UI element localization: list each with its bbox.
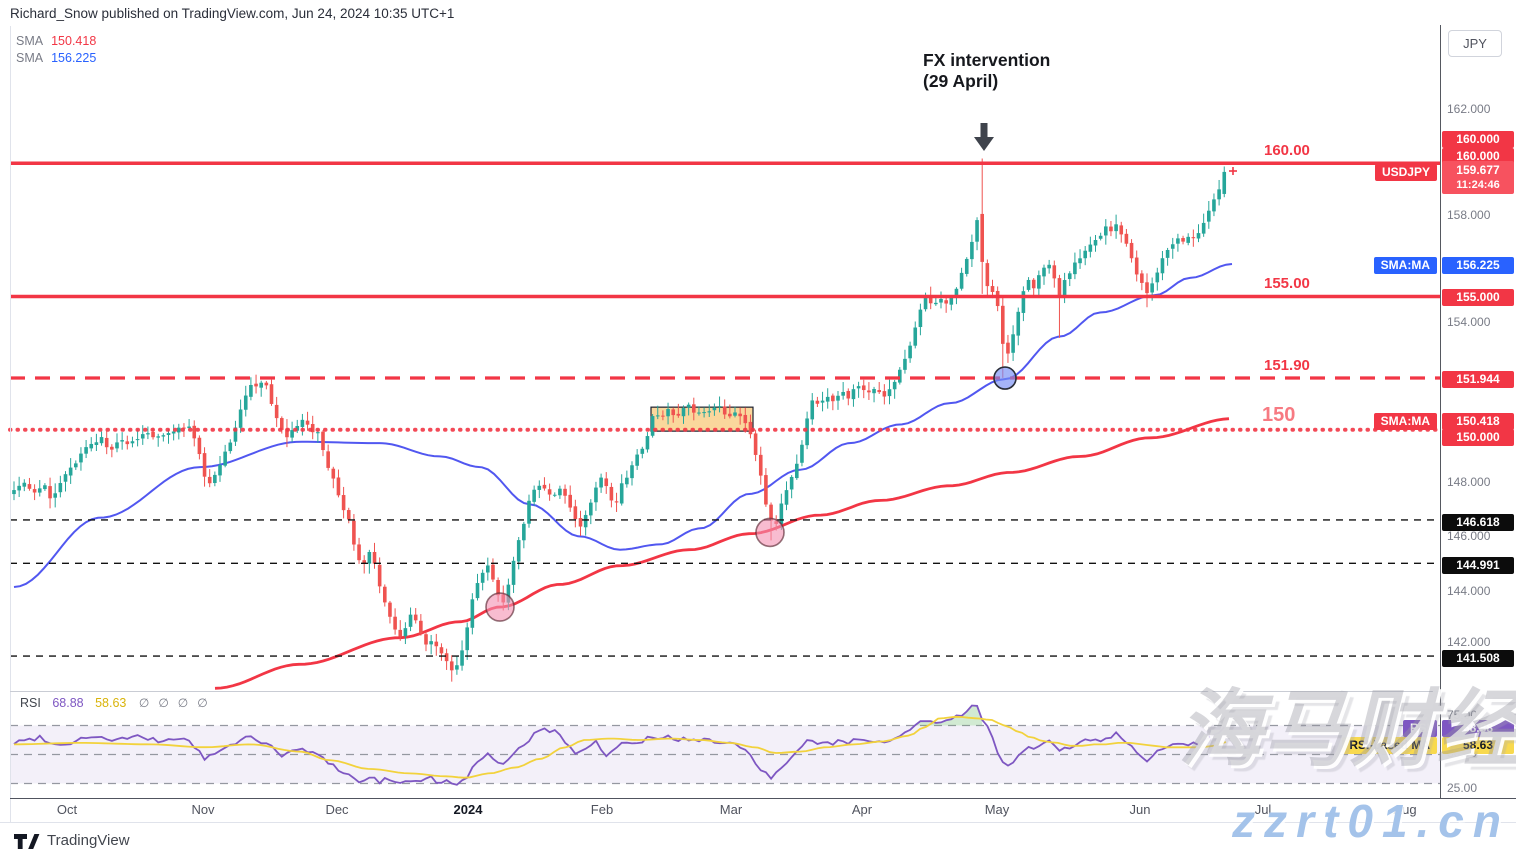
rsi-empty-value: ∅ [197, 696, 208, 710]
time-axis-label: Nov [191, 802, 215, 817]
time-axis-label: May [984, 802, 1010, 817]
watermark-url: zzrt01.cn [1232, 795, 1510, 847]
tradingview-footer[interactable]: TradingView [13, 830, 130, 851]
sma-label: SMA [16, 34, 44, 48]
annotation-line1: FX intervention [923, 50, 1051, 70]
price-axis-badge: 156.225 [1442, 256, 1514, 274]
last-price-badge: 159.677 11:24:46 [1442, 160, 1514, 194]
time-axis-label: Jul [1254, 802, 1272, 817]
price-axis-border [1440, 25, 1441, 798]
price-axis-tick: 146.000 [1447, 529, 1491, 543]
publication-note: Richard_Snow published on TradingView.co… [10, 6, 455, 21]
price-axis-badge: 150.000 [1442, 428, 1514, 446]
price-axis-tick: 75.00 [1447, 708, 1478, 722]
level-price-label: 160.00 [1264, 142, 1310, 159]
price-axis-badge: 68.88 [1442, 719, 1514, 737]
rsi-empty-value: ∅ [138, 696, 150, 710]
rsi-value: 68.88 [52, 696, 84, 710]
sma-blue-value: 156.225 [51, 51, 97, 65]
chart-bottom-border [0, 822, 1516, 823]
last-price-value: 159.677 [1456, 162, 1500, 177]
time-axis-label: Jun [1129, 802, 1151, 817]
sma-blue-legend-row[interactable]: SMA 156.225 [16, 50, 96, 67]
fx-intervention-annotation[interactable]: FX intervention (29 April) [923, 50, 1050, 92]
currency-unit-label: JPY [1463, 36, 1487, 51]
time-axis-label: Feb [590, 802, 614, 817]
sma-label: SMA [16, 51, 44, 65]
sma-red-legend-row[interactable]: SMA 150.418 [16, 33, 96, 50]
price-axis-badge: 150.418 [1442, 412, 1514, 430]
rsi-empty-value: ∅ [158, 696, 169, 710]
series-name-badge: SMA:MA [1373, 412, 1437, 430]
price-axis-badge: 58.63 [1442, 736, 1514, 754]
rsi-empty-value: ∅ [177, 696, 189, 710]
rsi-label: RSI [20, 696, 41, 710]
series-name-badge: SMA:MA [1373, 256, 1437, 274]
plot-left-border [10, 26, 11, 822]
rsi-ma-value: 58.63 [95, 696, 127, 710]
price-axis-badge: 141.508 [1442, 649, 1514, 667]
time-axis-label: Aug [1393, 802, 1417, 817]
watermark-chinese: 海马财经 [1177, 682, 1516, 776]
price-axis-tick: 142.000 [1447, 635, 1491, 649]
rsi-empty-slots: ∅ ∅ ∅ ∅ [130, 696, 208, 710]
price-axis-tick: 148.000 [1447, 475, 1491, 489]
level-price-label: 155.00 [1264, 275, 1310, 292]
time-axis-label: Oct [56, 802, 78, 817]
price-axis-badge: 146.618 [1442, 513, 1514, 531]
level-price-label: 151.90 [1264, 357, 1310, 374]
series-name-badge: RSI [1402, 719, 1437, 737]
indicator-legend: SMA 150.418 SMA 156.225 [16, 33, 96, 67]
time-axis-label: Dec [325, 802, 349, 817]
annotation-line2: (29 April) [923, 71, 999, 91]
price-axis-tick: 154.000 [1447, 315, 1491, 329]
pane-separator[interactable] [10, 691, 1440, 692]
time-axis-label: Apr [851, 802, 873, 817]
price-axis-badge: 160.000 [1442, 130, 1514, 148]
price-axis-tick: 158.000 [1447, 208, 1491, 222]
rsi-legend[interactable]: RSI 68.88 58.63 ∅ ∅ ∅ ∅ [20, 696, 208, 710]
level-price-label: 150 [1262, 404, 1296, 426]
price-axis-badge: 160.000 [1442, 147, 1514, 165]
series-name-badge: RSI-based MA [1342, 736, 1437, 754]
price-axis-badge: 151.944 [1442, 370, 1514, 388]
time-axis-label: 2024 [453, 802, 483, 817]
price-axis-tick: 162.000 [1447, 102, 1491, 116]
sma-red-value: 150.418 [51, 34, 97, 48]
currency-unit-button[interactable]: JPY [1448, 30, 1502, 57]
price-axis-tick: 144.000 [1447, 584, 1491, 598]
tradingview-brand-text: TradingView [47, 832, 130, 849]
price-axis-badge: 144.991 [1442, 556, 1514, 574]
tradingview-logo-icon [14, 834, 40, 849]
bar-countdown: 11:24:46 [1456, 178, 1500, 191]
time-axis-label: Mar [719, 802, 743, 817]
series-name-badge: USDJPY [1374, 163, 1437, 181]
price-axis-tick: 25.00 [1447, 781, 1478, 795]
time-axis-border [10, 798, 1516, 799]
price-axis-badge: 155.000 [1442, 288, 1514, 306]
